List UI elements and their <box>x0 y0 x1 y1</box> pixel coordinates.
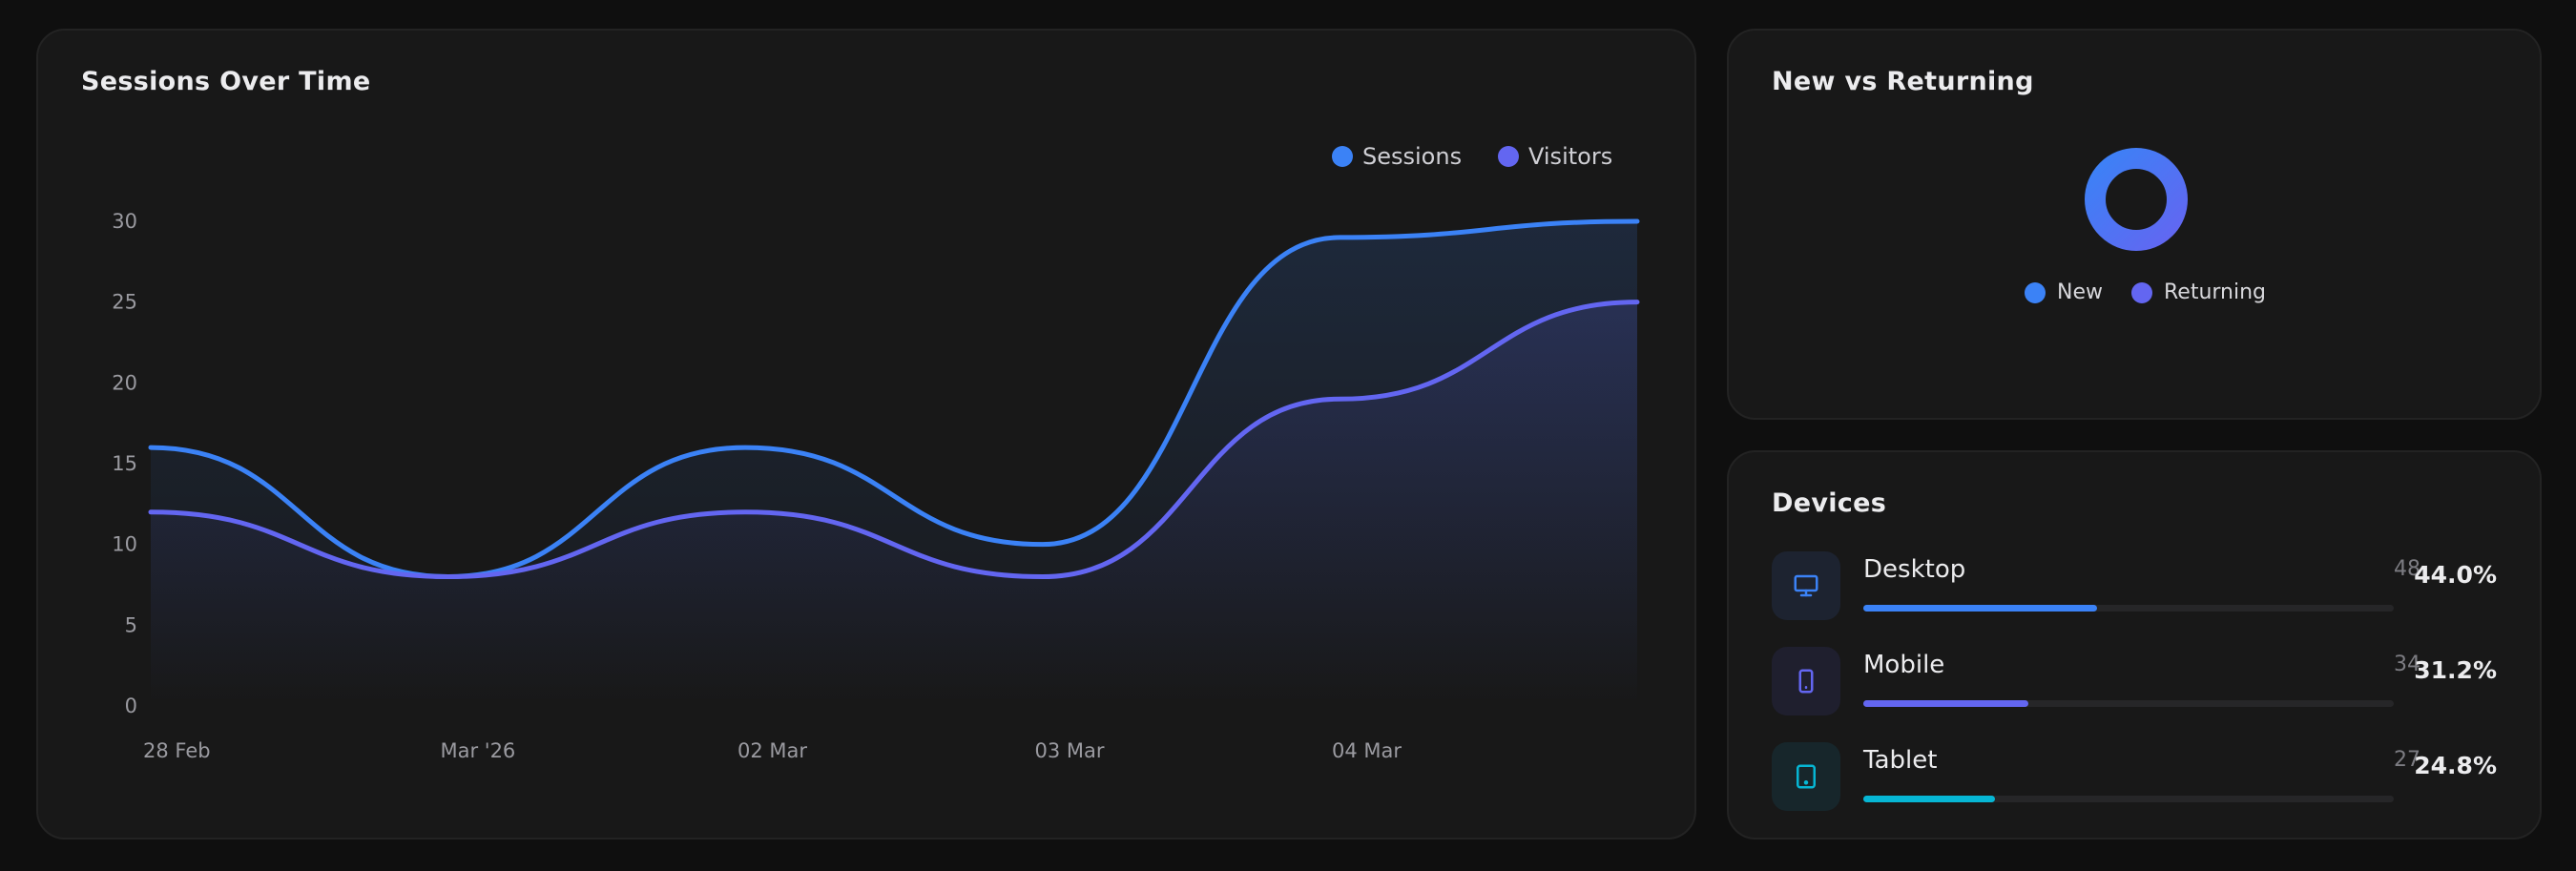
device-progress-fill <box>1863 605 2097 612</box>
y-tick-label: 10 <box>112 533 137 556</box>
x-tick-label: 02 Mar <box>737 739 807 762</box>
legend-item-sessions[interactable]: Sessions <box>1332 143 1462 170</box>
device-name: Desktop <box>1863 555 1966 584</box>
x-tick-label: Mar '26 <box>441 739 516 762</box>
device-percent: 44.0% <box>2414 561 2497 589</box>
device-count: 48 <box>2394 557 2420 581</box>
visitors-legend-label: Visitors <box>1528 143 1613 170</box>
device-percent: 31.2% <box>2414 656 2497 684</box>
sessions-legend-label: Sessions <box>1362 143 1463 170</box>
sessions-card-title: Sessions Over Time <box>81 67 371 96</box>
y-tick-label: 0 <box>125 695 137 717</box>
device-progress-fill <box>1863 700 2029 707</box>
device-progress-track <box>1863 700 2394 707</box>
smartphone-icon <box>1772 647 1840 715</box>
sessions-chart: 0 5 10 15 20 25 30 28 Feb Mar '26 02 Mar 03 Mar 04… <box>112 210 1640 762</box>
new-legend-label: New <box>2057 280 2103 304</box>
series-area-visitors <box>151 301 1637 706</box>
nvr-card-title: New vs Returning <box>1772 67 2034 96</box>
x-tick-label: 28 Feb <box>143 739 211 762</box>
device-row-desktop[interactable]: Desktop 48 44.0% <box>1772 551 2497 620</box>
returning-legend-label: Returning <box>2164 280 2267 304</box>
returning-legend-dot <box>2131 281 2152 303</box>
y-tick-label: 30 <box>112 210 137 233</box>
tablet-icon <box>1772 742 1840 811</box>
device-percent: 24.8% <box>2414 752 2497 779</box>
x-tick-label: 03 Mar <box>1035 739 1105 762</box>
y-tick-label: 25 <box>112 291 137 314</box>
new-vs-returning-card: New vs Returning New Returning <box>1727 29 2542 420</box>
device-progress-track <box>1863 605 2394 612</box>
device-name: Mobile <box>1863 651 1945 679</box>
y-tick-label: 5 <box>125 613 137 636</box>
device-count: 27 <box>2394 748 2420 772</box>
legend-item-visitors[interactable]: Visitors <box>1498 143 1612 170</box>
devices-card: Devices Desktop 48 44.0% Mobile 34 31.2% <box>1727 450 2542 840</box>
monitor-icon <box>1772 551 1840 620</box>
donut-ring <box>2085 148 2188 251</box>
y-tick-label: 15 <box>112 452 137 475</box>
sessions-legend-dot <box>1332 146 1353 167</box>
device-row-mobile[interactable]: Mobile 34 31.2% <box>1772 647 2497 715</box>
nvr-legend: New Returning <box>2025 280 2266 304</box>
device-progress-track <box>1863 796 2394 802</box>
new-legend-dot <box>2025 281 2046 303</box>
series-line-visitors[interactable] <box>148 300 1640 580</box>
visitors-legend-dot <box>1498 146 1519 167</box>
device-row-tablet[interactable]: Tablet 27 24.8% <box>1772 742 2497 811</box>
device-name: Tablet <box>1863 746 1938 775</box>
device-progress-fill <box>1863 796 1995 802</box>
sessions-over-time-card: Sessions Over Time Sessions Visitors 0 5 1… <box>36 29 1696 840</box>
device-count: 34 <box>2394 653 2420 676</box>
devices-card-title: Devices <box>1772 488 1887 518</box>
series-line-sessions[interactable] <box>148 218 1640 580</box>
y-tick-label: 20 <box>112 371 137 394</box>
x-tick-label: 04 Mar <box>1332 739 1402 762</box>
new-returning-donut <box>2085 148 2188 251</box>
